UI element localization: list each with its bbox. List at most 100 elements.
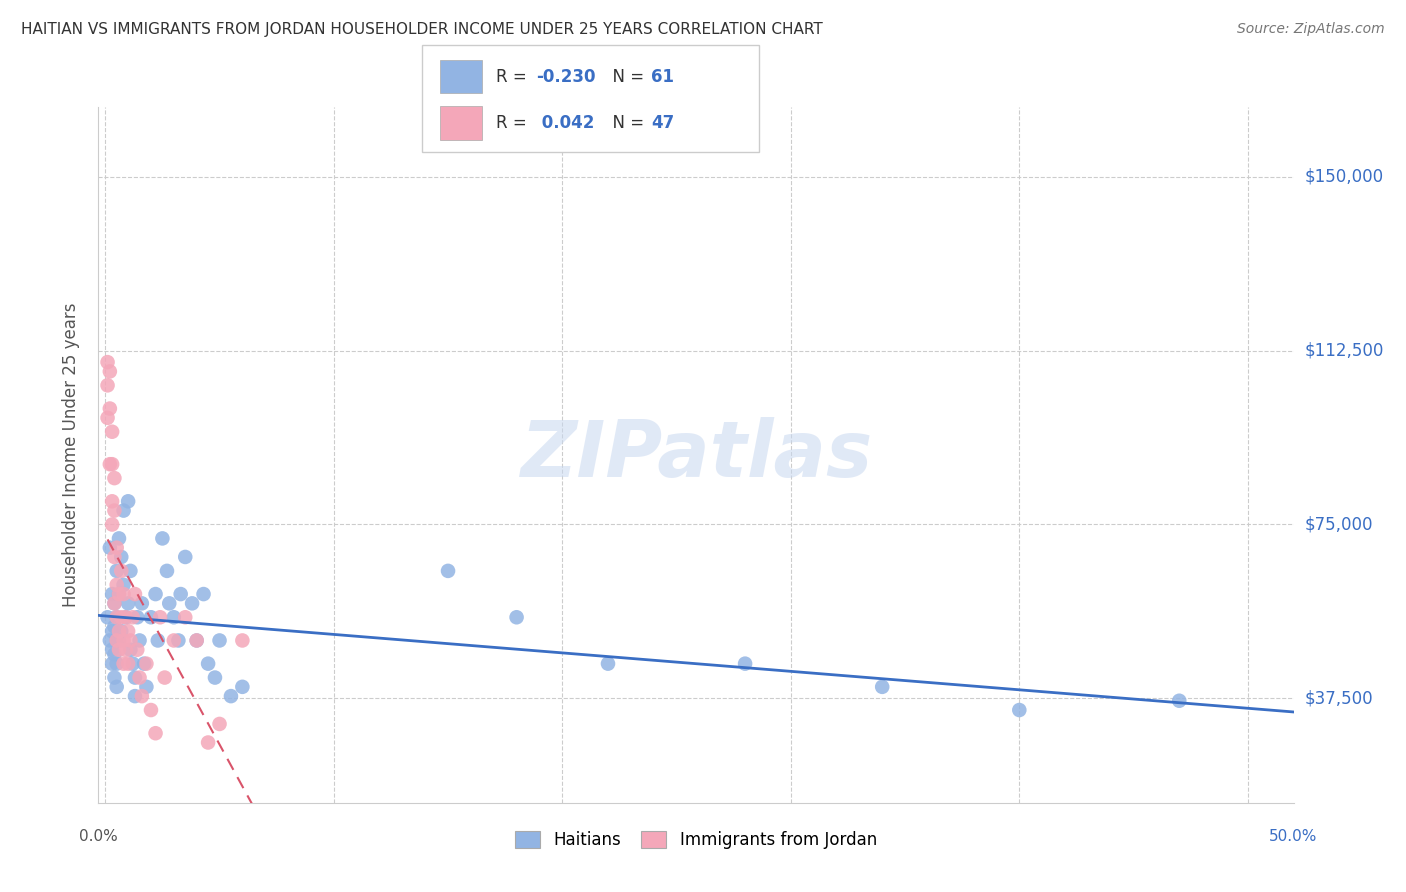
Point	[128, 671, 150, 685]
Point	[105, 541, 128, 555]
Point	[193, 587, 215, 601]
Point	[1008, 703, 1031, 717]
Point	[734, 657, 756, 671]
Point	[108, 633, 131, 648]
Point	[112, 657, 135, 671]
Point	[115, 610, 138, 624]
Point	[105, 564, 128, 578]
Point	[121, 610, 143, 624]
Point	[163, 610, 186, 624]
Point	[115, 642, 138, 657]
Point	[152, 532, 174, 546]
Text: Source: ZipAtlas.com: Source: ZipAtlas.com	[1237, 22, 1385, 37]
Point	[219, 689, 242, 703]
Point	[505, 610, 527, 624]
Point	[103, 549, 125, 564]
Point	[174, 610, 197, 624]
Point	[131, 596, 153, 610]
Text: N =: N =	[602, 68, 650, 86]
Point	[110, 564, 132, 578]
Point	[149, 610, 172, 624]
Point	[186, 633, 208, 648]
Text: ZIPatlas: ZIPatlas	[520, 417, 872, 493]
Point	[134, 657, 156, 671]
Point	[186, 633, 208, 648]
Point	[115, 610, 138, 624]
Point	[128, 633, 150, 648]
Point	[127, 610, 149, 624]
Point	[98, 633, 121, 648]
Text: $75,000: $75,000	[1305, 516, 1374, 533]
Point	[103, 503, 125, 517]
Text: R =: R =	[496, 68, 533, 86]
Point	[1168, 694, 1191, 708]
Point	[110, 549, 132, 564]
Point	[145, 587, 167, 601]
Point	[437, 564, 460, 578]
Point	[131, 689, 153, 703]
Point	[181, 596, 204, 610]
Point	[103, 471, 125, 485]
Point	[112, 578, 135, 592]
Point	[153, 671, 176, 685]
Point	[108, 624, 131, 639]
Point	[97, 610, 120, 624]
Point	[163, 633, 186, 648]
Text: $37,500: $37,500	[1305, 690, 1374, 707]
Text: R =: R =	[496, 113, 533, 132]
Point	[101, 587, 124, 601]
Point	[117, 624, 139, 639]
Point	[127, 642, 149, 657]
Point	[108, 532, 131, 546]
Point	[105, 610, 128, 624]
Point	[101, 517, 124, 532]
Point	[108, 587, 131, 601]
Point	[117, 657, 139, 671]
Point	[103, 596, 125, 610]
Point	[98, 541, 121, 555]
Point	[97, 410, 120, 425]
Point	[197, 657, 219, 671]
Point	[101, 494, 124, 508]
Point	[112, 503, 135, 517]
Text: $112,500: $112,500	[1305, 342, 1384, 359]
Point	[112, 587, 135, 601]
Point	[103, 648, 125, 662]
Point	[139, 703, 162, 717]
Point	[124, 689, 146, 703]
Point	[98, 364, 121, 378]
Point	[167, 633, 190, 648]
Point	[108, 642, 131, 657]
Point	[105, 633, 128, 648]
Point	[135, 657, 157, 671]
Point	[170, 587, 193, 601]
Point	[98, 457, 121, 471]
Text: HAITIAN VS IMMIGRANTS FROM JORDAN HOUSEHOLDER INCOME UNDER 25 YEARS CORRELATION : HAITIAN VS IMMIGRANTS FROM JORDAN HOUSEH…	[21, 22, 823, 37]
Text: 47: 47	[651, 113, 675, 132]
Point	[124, 671, 146, 685]
Y-axis label: Householder Income Under 25 years: Householder Income Under 25 years	[62, 302, 80, 607]
Point	[103, 671, 125, 685]
Point	[156, 564, 179, 578]
Point	[105, 680, 128, 694]
Text: 0.0%: 0.0%	[79, 829, 118, 844]
Point	[139, 610, 162, 624]
Point	[101, 457, 124, 471]
Point	[110, 610, 132, 624]
Text: 61: 61	[651, 68, 673, 86]
Point	[101, 624, 124, 639]
Text: 0.042: 0.042	[536, 113, 595, 132]
Point	[110, 624, 132, 639]
Point	[105, 578, 128, 592]
Text: N =: N =	[602, 113, 650, 132]
Point	[204, 671, 226, 685]
Point	[105, 657, 128, 671]
Point	[231, 633, 253, 648]
Point	[145, 726, 167, 740]
Point	[108, 587, 131, 601]
Point	[174, 549, 197, 564]
Point	[231, 680, 253, 694]
Point	[596, 657, 619, 671]
Point	[120, 633, 142, 648]
Point	[112, 633, 135, 648]
